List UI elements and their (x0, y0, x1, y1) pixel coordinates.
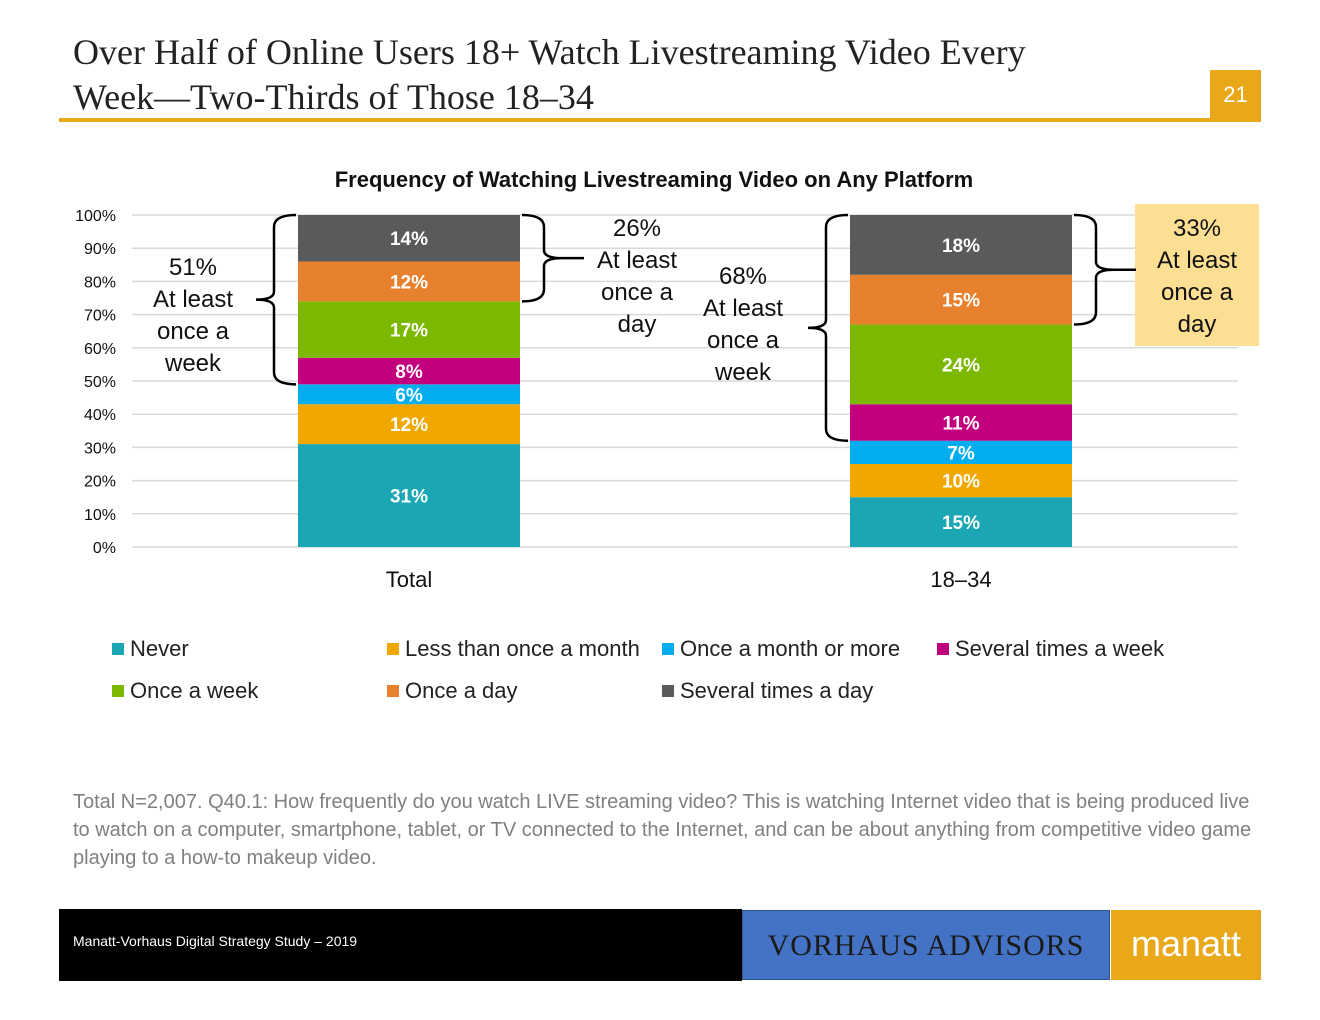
bar-segment (850, 440, 1072, 464)
bar-data-label: 17% (390, 321, 428, 342)
legend-label: Never (130, 636, 189, 661)
legend-label: Once a week (130, 678, 259, 703)
legend-swatch (662, 643, 674, 655)
stacked-bar-chart: Frequency of Watching Livestreaming Vide… (75, 167, 1259, 592)
bar-segment (298, 215, 520, 262)
legend-item: Once a week (112, 678, 258, 704)
y-tick-label: 100% (75, 208, 116, 225)
legend-item: Less than once a month (387, 636, 640, 662)
annotation-percent: 68% (719, 263, 767, 290)
x-category-label: 18–34 (930, 567, 991, 592)
bar-segment (298, 301, 520, 358)
legend-swatch (387, 643, 399, 655)
bar-data-label: 11% (943, 414, 980, 435)
legend-item: Several times a day (662, 678, 873, 704)
annotation-text: once a (601, 279, 674, 306)
bar-segment (298, 261, 520, 302)
y-tick-label: 0% (93, 540, 116, 557)
legend-item: Several times a week (937, 636, 1164, 662)
annotation-text: once a (707, 327, 780, 354)
footer-bar (59, 909, 742, 981)
legend-swatch (387, 685, 399, 697)
legend-label: Several times a day (680, 678, 874, 703)
legend-swatch (662, 685, 674, 697)
title-line-1: Over Half of Online Users 18+ Watch Live… (73, 32, 1026, 72)
bar-data-label: 8% (395, 362, 423, 383)
annotation-text: At least (153, 286, 233, 313)
bar-segment (298, 444, 520, 547)
bar-data-label: 24% (942, 355, 980, 376)
footnote: Total N=2,007. Q40.1: How frequently do … (73, 791, 1252, 869)
bar-data-label: 7% (947, 443, 975, 464)
manatt-logo: manatt (1111, 910, 1261, 980)
bar-data-label: 15% (942, 513, 980, 534)
annotation-percent: 33% (1173, 215, 1221, 242)
legend-item: Never (112, 636, 189, 662)
legend-label: Once a day (405, 678, 518, 703)
bar-data-label: 10% (942, 472, 980, 493)
legend-item: Once a month or more (662, 636, 900, 662)
bar-data-label: 14% (390, 229, 428, 250)
annotation-percent: 26% (613, 215, 661, 242)
page-number: 21 (1210, 70, 1261, 120)
bar-data-label: 6% (395, 385, 423, 406)
y-tick-label: 40% (84, 407, 116, 424)
annotation-bracket (807, 213, 849, 443)
annotation-text: day (1178, 311, 1217, 338)
annotation-text: At least (1157, 247, 1237, 274)
y-tick-label: 70% (84, 308, 116, 325)
bar-data-label: 15% (942, 291, 980, 312)
annotation-text: week (164, 350, 222, 377)
chart-title: Frequency of Watching Livestreaming Vide… (335, 167, 974, 192)
page-title: Over Half of Online Users 18+ Watch Live… (73, 30, 1193, 120)
bar-segment (850, 274, 1072, 325)
annotation-highlight (1135, 204, 1259, 346)
annotation-bracket (1073, 213, 1115, 326)
title-line-2: Week—Two-Thirds of Those 18–34 (73, 77, 594, 117)
y-tick-label: 90% (84, 241, 116, 258)
footer-study-label: Manatt-Vorhaus Digital Strategy Study – … (73, 933, 358, 949)
y-tick-label: 20% (84, 474, 116, 491)
legend-swatch (112, 685, 124, 697)
legend-label: Several times a week (955, 636, 1165, 661)
y-tick-label: 80% (84, 274, 116, 291)
legend-swatch (937, 643, 949, 655)
annotation-text: At least (703, 295, 783, 322)
y-tick-label: 50% (84, 374, 116, 391)
bar-data-label: 12% (390, 272, 428, 293)
annotation-percent: 51% (169, 254, 217, 281)
bar-data-label: 12% (390, 415, 428, 436)
annotation-text: once a (1161, 279, 1234, 306)
bar-segment (850, 324, 1072, 405)
annotation-text: once a (157, 318, 230, 345)
bar-segment (850, 215, 1072, 275)
legend-item: Once a day (387, 678, 518, 704)
bar-data-label: 31% (390, 487, 428, 508)
annotation-text: At least (597, 247, 677, 274)
bar-segment (850, 497, 1072, 547)
bar-segment (850, 464, 1072, 498)
title-underline (59, 118, 1261, 122)
vorhaus-advisors-logo: VORHAUS ADVISORS (742, 910, 1110, 980)
annotation-text: week (714, 359, 772, 386)
annotation-text: day (618, 311, 657, 338)
annotation-bracket (521, 213, 563, 303)
legend-label: Once a month or more (680, 636, 901, 661)
bar-segment (298, 404, 520, 445)
y-tick-label: 30% (84, 440, 116, 457)
bar-segment (850, 404, 1072, 441)
y-tick-label: 60% (84, 341, 116, 358)
y-tick-label: 10% (84, 507, 116, 524)
bar-data-label: 18% (942, 236, 980, 257)
legend-swatch (112, 643, 124, 655)
annotation-bracket (255, 213, 297, 386)
x-category-label: Total (386, 567, 432, 592)
bar-segment (298, 357, 520, 385)
bar-segment (298, 384, 520, 405)
legend-label: Less than once a month (405, 636, 640, 661)
